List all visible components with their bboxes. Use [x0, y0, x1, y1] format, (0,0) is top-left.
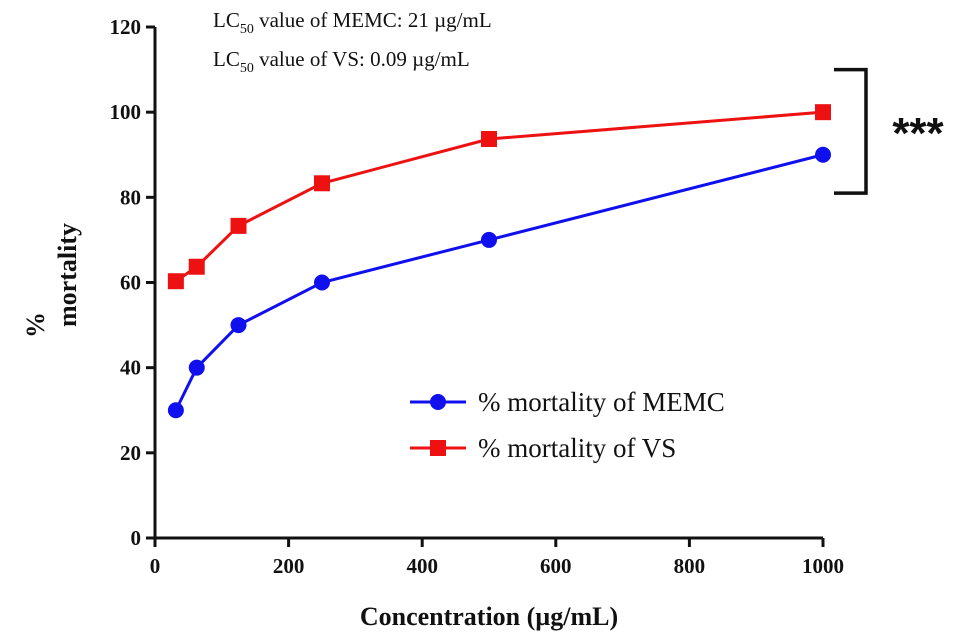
- legend: % mortality of MEMC % mortality of VS: [410, 387, 725, 463]
- data-point-memc: [815, 146, 831, 163]
- series-layer: [167, 104, 831, 419]
- y-tick-label: 20: [120, 441, 141, 465]
- data-point-memc: [167, 402, 184, 419]
- y-axis-title-line2: mortality: [53, 223, 82, 327]
- x-axis-title: Concentration (µg/mL): [360, 602, 618, 631]
- legend-marker-vs: [430, 440, 446, 456]
- x-tick-label: 200: [273, 554, 305, 578]
- series-line-vs: [175, 110, 824, 283]
- data-point-memc: [314, 274, 330, 291]
- data-point-vs: [815, 104, 831, 121]
- x-ticks: 0 200 400 600 800 1000: [150, 538, 844, 578]
- y-axis-title-line1: %: [21, 312, 50, 338]
- data-point-memc: [188, 359, 205, 376]
- y-tick-label: 120: [110, 15, 142, 39]
- bracket-path: [834, 67, 868, 195]
- y-tick-label: 60: [120, 271, 141, 295]
- y-tick-label: 80: [120, 185, 141, 209]
- data-point-vs: [481, 130, 497, 147]
- x-tick-label: 800: [674, 554, 706, 578]
- significance-label: ***: [892, 109, 944, 158]
- data-point-vs: [188, 258, 205, 275]
- annotation-lc50-memc: LC50 value of MEMC: 21 µg/mL: [213, 8, 492, 37]
- annotation-lc50-vs: LC50 value of VS: 0.09 µg/mL: [213, 47, 470, 76]
- y-ticks: 0 20 40 60 80 100 120: [110, 15, 155, 550]
- x-tick-label: 400: [406, 554, 438, 578]
- x-tick-label: 0: [150, 554, 161, 578]
- legend-marker-memc: [430, 394, 446, 410]
- legend-entry-vs: % mortality of VS: [410, 433, 676, 463]
- y-tick-label: 0: [131, 526, 142, 550]
- y-tick-label: 100: [110, 100, 142, 124]
- data-point-vs: [167, 273, 184, 290]
- data-point-vs: [314, 175, 330, 192]
- legend-label-memc: % mortality of MEMC: [478, 387, 725, 417]
- significance-bracket: [834, 67, 868, 195]
- data-point-memc: [481, 231, 497, 248]
- legend-label-vs: % mortality of VS: [478, 433, 676, 463]
- x-tick-label: 600: [540, 554, 572, 578]
- y-tick-label: 40: [120, 356, 141, 380]
- data-point-memc: [230, 317, 247, 334]
- series-line-memc: [174, 153, 824, 411]
- x-tick-label: 1000: [802, 554, 844, 578]
- data-point-vs: [230, 217, 247, 234]
- legend-entry-memc: % mortality of MEMC: [410, 387, 725, 417]
